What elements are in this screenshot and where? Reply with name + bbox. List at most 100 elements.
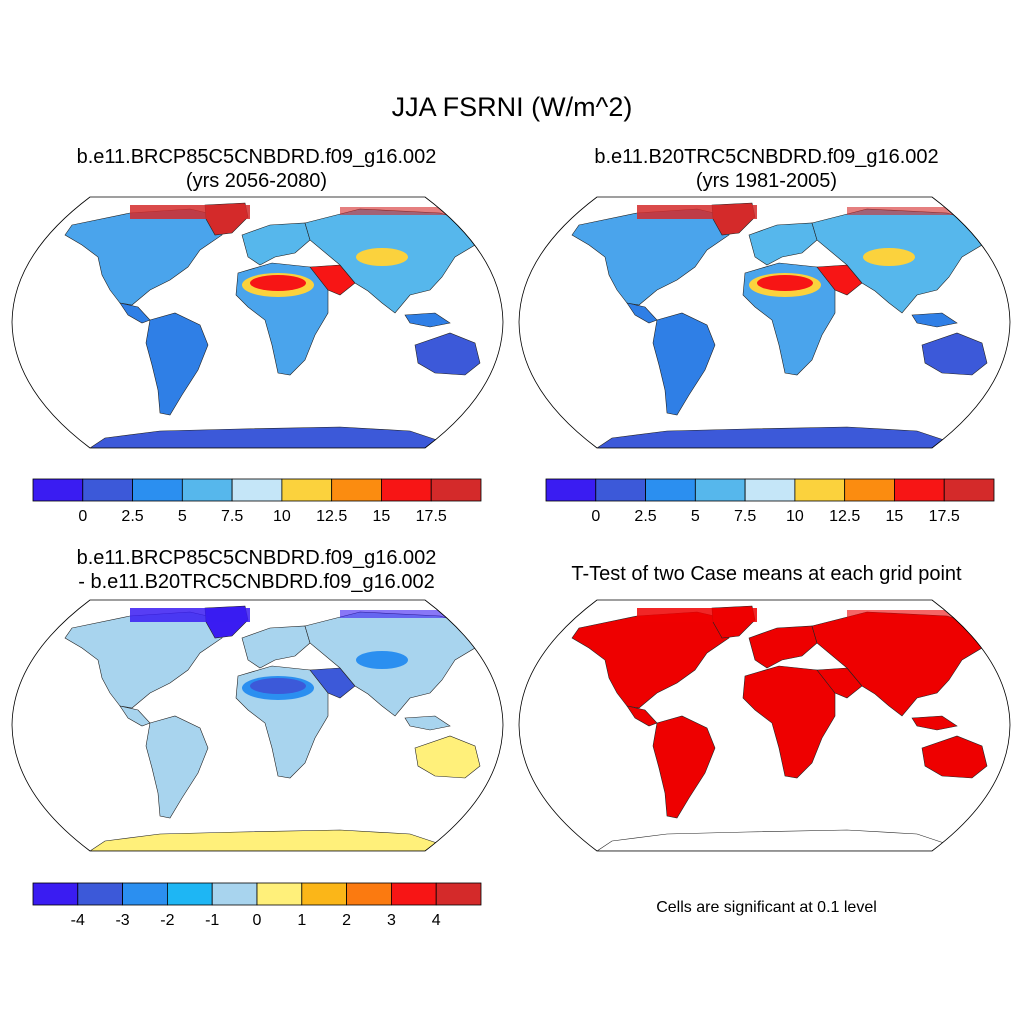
colorbar-swatch bbox=[256, 882, 303, 906]
colorbar-swatch bbox=[943, 478, 995, 502]
colorbar-swatch bbox=[894, 478, 945, 502]
panel-case2-title-line1: b.e11.B20TRC5CNBDRD.f09_g16.002 bbox=[594, 146, 939, 168]
arctic-region bbox=[130, 205, 250, 219]
colorbar-swatch bbox=[430, 478, 482, 502]
ttest-significance-note: Cells are significant at 0.1 level bbox=[656, 899, 877, 916]
panel-ttest-title: T-Test of two Case means at each grid po… bbox=[571, 563, 962, 585]
colorbar-tick-label: 4 bbox=[432, 912, 441, 929]
map-case2 bbox=[518, 196, 1011, 449]
map-case1 bbox=[11, 196, 504, 449]
colorbar-swatch bbox=[381, 478, 432, 502]
landmass-seAsiaIsl bbox=[404, 312, 451, 328]
panel-case2-title: b.e11.B20TRC5CNBDRD.f09_g16.002 (yrs 198… bbox=[515, 145, 1018, 193]
colorbar-tick-label: 12.5 bbox=[316, 508, 347, 525]
colorbar-swatch bbox=[595, 478, 646, 502]
landmass-middleEast bbox=[309, 667, 356, 699]
colorbar-tick-label: 15 bbox=[886, 508, 904, 525]
landmass-europe bbox=[241, 222, 311, 266]
central-asia-region bbox=[863, 651, 915, 669]
colorbar-tick-label: 2.5 bbox=[121, 508, 143, 525]
panel-case1-title-line1: b.e11.BRCP85C5CNBDRD.f09_g16.002 bbox=[76, 146, 437, 168]
landmass-seAsiaIsl bbox=[911, 715, 958, 731]
panel-case1-title: b.e11.BRCP85C5CNBDRD.f09_g16.002 (yrs 20… bbox=[5, 145, 508, 193]
colorbar-tick-label: 10 bbox=[786, 508, 804, 525]
landmass-middleEast bbox=[309, 264, 356, 296]
landmass-antarctica bbox=[89, 829, 441, 851]
landmass-middleEast bbox=[816, 264, 863, 296]
central-asia-region bbox=[863, 248, 915, 266]
landmass-antarctica bbox=[89, 426, 441, 448]
landmass-europe bbox=[748, 222, 818, 266]
landmass-centralAm bbox=[626, 302, 658, 324]
colorbar-swatch bbox=[645, 478, 696, 502]
central-asia-region bbox=[356, 248, 408, 266]
colorbar-swatch bbox=[77, 882, 123, 906]
panel-difference-title-line1: b.e11.BRCP85C5CNBDRD.f09_g16.002 bbox=[76, 547, 437, 569]
colorbar-swatch bbox=[694, 478, 746, 502]
arctic-siberia-region bbox=[847, 610, 957, 618]
landmass-australia bbox=[414, 735, 481, 779]
landmass-europe bbox=[748, 625, 818, 669]
landmass-seAsiaIsl bbox=[911, 312, 958, 328]
map-frame bbox=[11, 599, 504, 852]
arctic-siberia-region bbox=[340, 207, 450, 215]
panel-case2-title-line2: (yrs 1981-2005) bbox=[695, 170, 838, 192]
colorbar-tick-label: 12.5 bbox=[829, 508, 860, 525]
colorbar-swatch bbox=[132, 478, 183, 502]
colorbar-swatch bbox=[32, 478, 84, 502]
map-ttest bbox=[518, 599, 1011, 852]
colorbar-tick-label: 5 bbox=[691, 508, 700, 525]
colorbar-tick-label: 7.5 bbox=[221, 508, 243, 525]
map-frame bbox=[518, 599, 1011, 852]
colorbar-swatch bbox=[32, 882, 79, 906]
figure-title: JJA FSRNI (W/m^2) bbox=[391, 92, 633, 122]
sahara-region bbox=[757, 275, 813, 291]
colorbar-swatch bbox=[82, 478, 133, 502]
colorbar-swatch bbox=[844, 478, 895, 502]
colorbar-swatch bbox=[435, 882, 482, 906]
colorbar-tick-label: 17.5 bbox=[929, 508, 960, 525]
arctic-region bbox=[637, 205, 757, 219]
colorbar-tick-label: -4 bbox=[71, 912, 85, 929]
landmass-seAsiaIsl bbox=[404, 715, 451, 731]
landmass-southAmerica bbox=[652, 312, 716, 416]
colorbar-swatch bbox=[231, 478, 283, 502]
colorbar-tick-label: 5 bbox=[178, 508, 187, 525]
colorbar-swatch bbox=[331, 478, 382, 502]
colorbar-tick-label: 0 bbox=[591, 508, 600, 525]
colorbar-swatch bbox=[281, 478, 333, 502]
map-frame bbox=[518, 196, 1011, 449]
colorbar-tick-label: 15 bbox=[373, 508, 391, 525]
map-frame bbox=[11, 196, 504, 449]
landmass-australia bbox=[921, 735, 988, 779]
sahara-region bbox=[757, 678, 813, 694]
arctic-siberia-region bbox=[847, 207, 957, 215]
landmass-centralAm bbox=[119, 302, 151, 324]
colorbar-swatch bbox=[744, 478, 796, 502]
arctic-region bbox=[130, 608, 250, 622]
landmass-centralAm bbox=[119, 705, 151, 727]
colorbar-swatch bbox=[301, 882, 347, 906]
sahara-region bbox=[250, 678, 306, 694]
panel-case1-title-line2: (yrs 2056-2080) bbox=[185, 170, 328, 192]
panel-difference-title-line2: - b.e11.B20TRC5CNBDRD.f09_g16.002 bbox=[78, 571, 435, 593]
colorbar-swatch bbox=[346, 882, 392, 906]
colorbar-swatch bbox=[545, 478, 597, 502]
landmass-middleEast bbox=[816, 667, 863, 699]
landmass-centralAm bbox=[626, 705, 658, 727]
colorbar-tick-label: 7.5 bbox=[734, 508, 756, 525]
colorbar-case1: 0 2.5 5 7.5 10 12.5 15 17.5 bbox=[32, 478, 482, 525]
colorbar-tick-label: 0 bbox=[253, 912, 262, 929]
central-asia-region bbox=[356, 651, 408, 669]
landmass-southAmerica bbox=[145, 312, 209, 416]
colorbar-swatch bbox=[794, 478, 846, 502]
colorbar-tick-label: 10 bbox=[273, 508, 291, 525]
colorbar-swatch bbox=[390, 882, 437, 906]
colorbar-tick-label: 17.5 bbox=[416, 508, 447, 525]
colorbar-tick-label: 3 bbox=[387, 912, 396, 929]
panel-difference-title: b.e11.BRCP85C5CNBDRD.f09_g16.002 - b.e11… bbox=[5, 546, 508, 594]
arctic-region bbox=[637, 608, 757, 622]
colorbar-case2: 0 2.5 5 7.5 10 12.5 15 17.5 bbox=[545, 478, 995, 525]
landmass-australia bbox=[414, 332, 481, 376]
landmass-antarctica bbox=[596, 829, 948, 851]
